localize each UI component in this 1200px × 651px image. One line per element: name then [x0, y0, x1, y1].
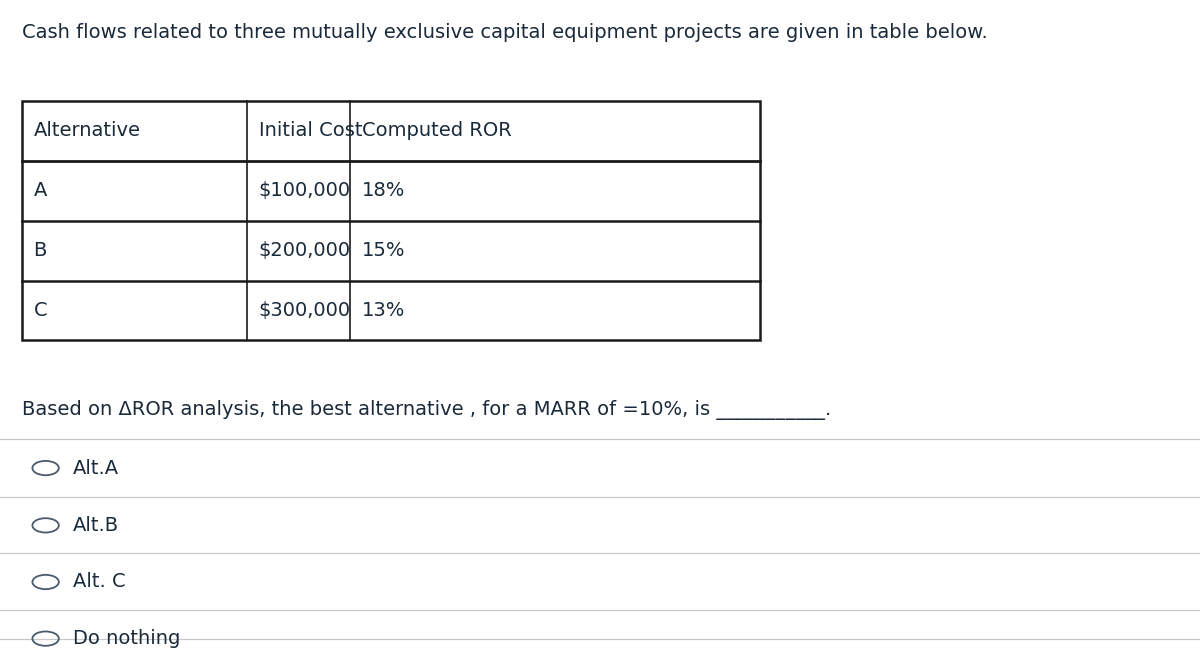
Text: Based on ΔROR analysis, the best alternative , for a MARR of =10%, is __________: Based on ΔROR analysis, the best alterna…	[22, 400, 830, 421]
Text: Alternative: Alternative	[34, 121, 140, 141]
Bar	[22, 101, 760, 340]
Text: $200,000: $200,000	[259, 241, 350, 260]
Text: $100,000: $100,000	[259, 181, 350, 201]
Text: 15%: 15%	[362, 241, 406, 260]
Text: Cash flows related to three mutually exclusive capital equipment projects are gi: Cash flows related to three mutually exc…	[22, 23, 988, 42]
Text: A: A	[34, 181, 47, 201]
Text: B: B	[34, 241, 47, 260]
Text: $300,000: $300,000	[259, 301, 350, 320]
Text: Initial Cost: Initial Cost	[259, 121, 362, 141]
Text: Alt. C: Alt. C	[73, 572, 126, 592]
Text: Computed ROR: Computed ROR	[362, 121, 511, 141]
Text: 13%: 13%	[362, 301, 406, 320]
Text: Alt.B: Alt.B	[73, 516, 119, 535]
Text: C: C	[34, 301, 47, 320]
Text: Alt.A: Alt.A	[73, 458, 119, 478]
Text: Do nothing: Do nothing	[73, 629, 180, 648]
Text: 18%: 18%	[362, 181, 406, 201]
